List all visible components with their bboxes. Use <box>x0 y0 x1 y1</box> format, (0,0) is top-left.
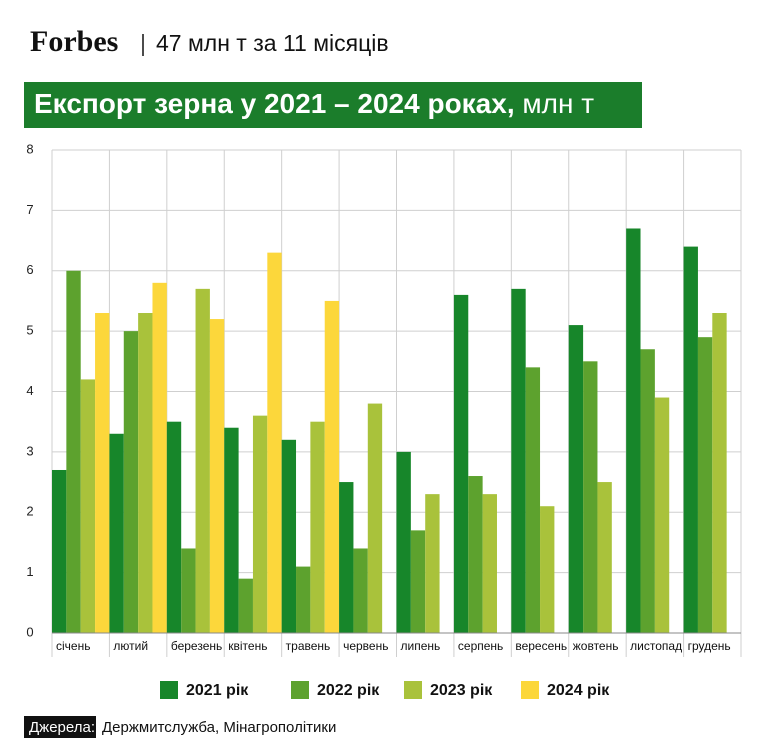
source-text: Держмитслужба, Мінагрополітики <box>102 719 336 736</box>
y-tick-label: 2 <box>26 504 33 519</box>
bar <box>80 379 96 633</box>
bar <box>224 427 239 633</box>
brand: Forbes <box>30 25 118 58</box>
bar <box>209 319 225 633</box>
title-bar <box>24 82 642 128</box>
bar <box>339 482 354 633</box>
chart-title: Експорт зерна у 2021 – 2024 роках, млн т <box>34 88 594 119</box>
x-tick-label: вересень <box>515 639 567 653</box>
legend-label: 2021 рік <box>186 682 249 699</box>
x-tick-label: квітень <box>228 639 267 653</box>
legend-label: 2024 рік <box>547 682 610 699</box>
bar <box>238 578 253 633</box>
bar <box>310 421 325 633</box>
legend-swatch <box>160 681 178 699</box>
bar <box>453 294 469 633</box>
bar <box>482 494 497 633</box>
bar <box>123 331 139 633</box>
bar <box>52 469 67 633</box>
x-tick-label: березень <box>171 639 222 653</box>
x-tick-label: липень <box>401 639 441 653</box>
bar <box>324 300 340 633</box>
bar <box>367 403 383 633</box>
x-tick-label: лютий <box>113 639 148 653</box>
bar <box>511 288 526 633</box>
bar <box>353 548 368 633</box>
bar <box>152 282 167 633</box>
bar <box>568 325 584 633</box>
bar <box>296 566 311 633</box>
bar <box>683 246 698 633</box>
legend-swatch <box>404 681 422 699</box>
y-tick-label: 8 <box>26 141 33 156</box>
subtitle: 47 млн т за 11 місяців <box>156 30 389 56</box>
bar <box>425 494 440 633</box>
bar <box>138 313 153 633</box>
bar <box>654 397 670 633</box>
source-label-box <box>24 716 96 738</box>
y-tick-label: 7 <box>26 202 33 217</box>
bar <box>109 433 124 633</box>
x-tick-label: листопад <box>630 639 682 653</box>
legend-swatch <box>521 681 539 699</box>
legend-label: 2023 рік <box>430 682 493 699</box>
bar <box>583 361 598 633</box>
bar <box>597 482 612 633</box>
legend-label: 2022 рік <box>317 682 380 699</box>
bar <box>640 349 655 633</box>
title-main: Експорт зерна у 2021 – 2024 роках, <box>34 88 515 119</box>
bar <box>181 548 196 633</box>
y-tick-label: 5 <box>26 323 33 338</box>
y-tick-label: 0 <box>26 624 33 639</box>
bar <box>252 415 268 633</box>
bar <box>396 451 411 633</box>
y-tick-label: 4 <box>26 383 33 398</box>
bar <box>281 439 297 633</box>
bar <box>712 313 727 633</box>
x-tick-label: жовтень <box>573 639 619 653</box>
bar <box>95 313 110 633</box>
bar <box>410 530 426 633</box>
x-tick-label: серпень <box>458 639 503 653</box>
y-tick-label: 3 <box>26 443 33 458</box>
bar <box>626 228 641 634</box>
source-label: Джерела: <box>29 719 95 736</box>
bar <box>540 506 555 633</box>
legend-swatch <box>291 681 309 699</box>
y-tick-label: 1 <box>26 564 33 579</box>
title-unit: млн т <box>522 88 594 119</box>
bar <box>697 337 713 633</box>
bar <box>166 421 182 633</box>
x-tick-label: січень <box>56 639 90 653</box>
bar <box>468 476 483 633</box>
x-tick-label: травень <box>286 639 331 653</box>
bar <box>267 252 282 633</box>
bar <box>195 288 210 633</box>
bar <box>66 270 81 633</box>
x-tick-label: грудень <box>688 639 731 653</box>
bar <box>525 367 541 633</box>
x-tick-label: червень <box>343 639 388 653</box>
y-tick-label: 6 <box>26 262 33 277</box>
